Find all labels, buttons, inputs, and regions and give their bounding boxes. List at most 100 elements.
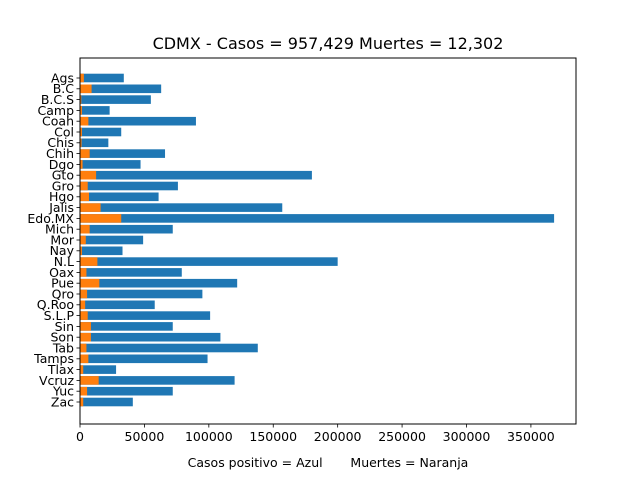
bar-muertes xyxy=(80,246,82,256)
x-tick-label: 50000 xyxy=(125,429,165,444)
chart-title: CDMX - Casos = 957,429 Muertes = 12,302 xyxy=(153,34,504,53)
y-tick-label: Qro xyxy=(52,286,74,301)
bar-muertes xyxy=(80,343,87,353)
y-tick-label: Dgo xyxy=(49,157,74,172)
bar-casos xyxy=(80,246,123,256)
bar-casos xyxy=(80,127,122,137)
bar-muertes xyxy=(80,278,100,288)
y-tick-label: S.L.P xyxy=(44,308,75,323)
bar-casos xyxy=(80,278,238,288)
bar-casos xyxy=(80,322,173,331)
bar-muertes xyxy=(80,224,90,234)
bar-casos xyxy=(80,386,173,396)
bar-muertes xyxy=(80,106,82,115)
y-tick-label: Tab xyxy=(52,340,74,355)
y-tick-label: Chih xyxy=(46,146,74,161)
y-tick-label: Q.Roo xyxy=(37,297,74,312)
bar-casos xyxy=(80,149,166,158)
y-tick-label: Nay xyxy=(50,243,75,258)
y-tick-label: Mor xyxy=(50,232,74,247)
bar-muertes xyxy=(80,192,90,202)
bar-muertes xyxy=(80,268,87,277)
bar-casos xyxy=(80,138,109,148)
bar-muertes xyxy=(80,84,92,94)
bar-muertes xyxy=(80,289,88,299)
bar-muertes xyxy=(80,138,82,148)
bar-muertes xyxy=(80,322,91,331)
y-tick-label: Col xyxy=(54,124,74,139)
bar-muertes xyxy=(80,332,91,342)
bar-casos xyxy=(80,289,203,299)
bar-casos xyxy=(80,160,141,169)
plot-frame xyxy=(79,57,577,425)
bar-casos xyxy=(80,397,133,407)
x-tick-label: 150000 xyxy=(249,429,297,444)
y-tick-label: Ags xyxy=(51,70,74,85)
bar-casos xyxy=(80,116,196,126)
y-tick-label: Mich xyxy=(45,222,74,237)
x-tick-label: 350000 xyxy=(507,429,555,444)
bar-muertes xyxy=(80,181,88,191)
bar-muertes xyxy=(80,73,84,83)
y-tick-label: Hgo xyxy=(49,189,74,204)
y-tick-label: Tamps xyxy=(33,351,74,366)
bar-casos xyxy=(80,311,211,320)
bar-casos xyxy=(80,257,338,266)
bar-casos xyxy=(80,192,159,202)
bar-casos xyxy=(80,181,178,191)
bar-muertes xyxy=(80,203,101,212)
bar-casos xyxy=(80,106,110,115)
x-tick-label: 300000 xyxy=(443,429,491,444)
bar-casos xyxy=(80,376,235,385)
y-tick-label: Yuc xyxy=(52,384,74,399)
y-tick-label: Pue xyxy=(51,276,74,291)
bar-muertes xyxy=(80,160,83,169)
y-tick-label: Camp xyxy=(38,103,75,118)
bar-casos xyxy=(80,235,144,245)
y-tick-label: Gto xyxy=(52,168,74,183)
bar-muertes xyxy=(80,386,88,396)
y-tick-label: Jalis xyxy=(48,200,74,215)
bar-casos xyxy=(80,214,555,223)
bar-muertes xyxy=(80,116,89,126)
y-tick-label: N.L xyxy=(54,254,74,269)
bar-muertes xyxy=(80,300,86,310)
bar-muertes xyxy=(80,257,98,266)
bar-casos xyxy=(80,224,173,234)
y-tick-label: B.C.S xyxy=(41,92,74,107)
bar-muertes xyxy=(80,365,84,374)
bar-casos xyxy=(80,343,258,353)
bar-casos xyxy=(80,84,162,94)
y-tick-label: Son xyxy=(50,330,74,345)
bar-muertes xyxy=(80,235,86,245)
x-axis-label: Casos positivo = Azul Muertes = Naranja xyxy=(188,455,469,470)
bar-muertes xyxy=(80,376,99,385)
bar-muertes xyxy=(80,170,97,180)
bar-casos xyxy=(80,95,151,104)
bar-casos xyxy=(80,268,182,277)
y-tick-label: Oax xyxy=(49,265,74,280)
bar-casos xyxy=(80,332,221,342)
x-tick-label: 100000 xyxy=(185,429,233,444)
plot-area: AgsB.CB.C.SCampCoahColChisChihDgoGtoGroH… xyxy=(27,70,554,444)
bar-casos xyxy=(80,170,312,180)
y-tick-label: Sin xyxy=(55,319,74,334)
bar-muertes xyxy=(80,95,82,104)
y-tick-label: Chis xyxy=(47,135,74,150)
x-tick-label: 200000 xyxy=(314,429,362,444)
bar-casos xyxy=(80,300,155,310)
bar-casos xyxy=(80,354,208,364)
y-tick-label: Tlax xyxy=(47,362,74,377)
bar-muertes xyxy=(80,311,88,320)
x-tick-label: 0 xyxy=(76,429,84,444)
y-tick-label: Zac xyxy=(51,394,74,409)
bar-casos xyxy=(80,365,117,374)
bar-muertes xyxy=(80,127,82,137)
y-tick-label: Edo.MX xyxy=(27,211,74,226)
y-tick-label: Coah xyxy=(42,114,74,129)
bar-casos xyxy=(80,73,124,83)
bar-muertes xyxy=(80,354,89,364)
bar-muertes xyxy=(80,149,90,158)
y-tick-label: Vcruz xyxy=(39,373,74,388)
